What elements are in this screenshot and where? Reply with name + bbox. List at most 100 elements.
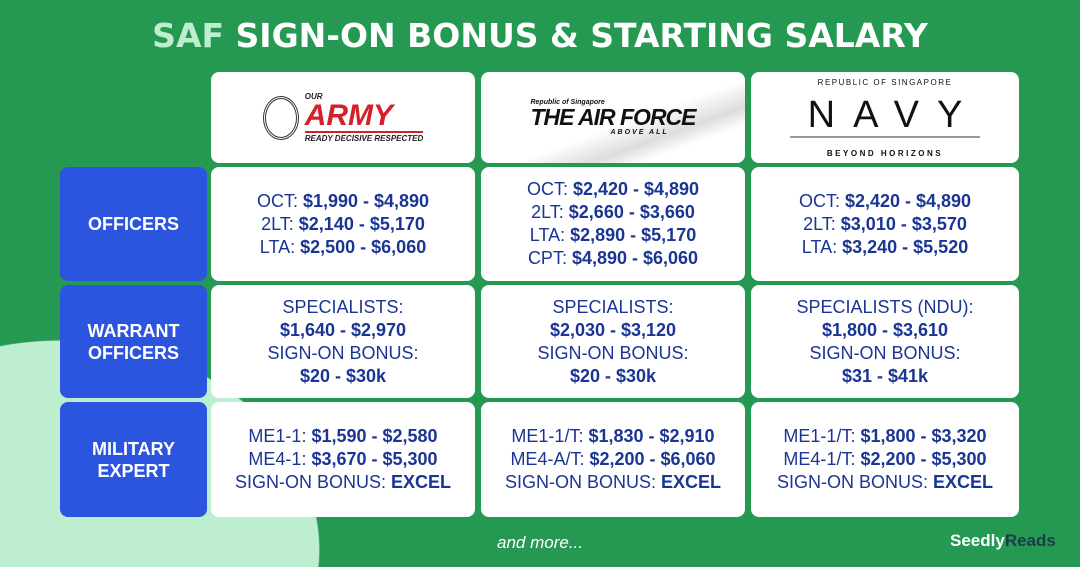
line-label: ME4-A/T: bbox=[510, 449, 590, 469]
line-value: EXCEL bbox=[933, 472, 994, 492]
salary-cell: ME1-1: $1,590 - $2,580 ME4-1: $3,670 - $5… bbox=[211, 402, 475, 517]
line-value: $20 - $30k bbox=[569, 365, 657, 386]
line-value: $1,590 - $2,580 bbox=[311, 426, 438, 446]
salary-line: SPECIALISTS (NDU): bbox=[796, 296, 973, 319]
salary-cell: OCT: $1,990 - $4,890 2LT: $2,140 - $5,170… bbox=[211, 167, 475, 281]
salary-line: $31 - $41k bbox=[842, 365, 928, 388]
salary-line: ME1-1/T: $1,830 - $2,910 bbox=[511, 425, 714, 448]
line-value: $31 - $41k bbox=[841, 365, 929, 386]
line-label: LTA: bbox=[259, 236, 301, 257]
salary-cell: SPECIALISTS: $1,640 - $2,970 SIGN-ON BONUS… bbox=[211, 285, 475, 398]
salary-line: LTA: $2,500 - $6,060 bbox=[260, 236, 426, 259]
line-label: 2LT: bbox=[803, 213, 841, 234]
line-value: $2,030 - $3,120 bbox=[549, 319, 677, 340]
salary-line: $20 - $30k bbox=[300, 365, 386, 388]
line-value: $3,240 - $5,520 bbox=[842, 236, 969, 257]
and-more-text: and more... bbox=[497, 533, 583, 552]
salary-line: SIGN-ON BONUS: EXCEL bbox=[235, 471, 451, 494]
salary-line: $20 - $30k bbox=[570, 365, 656, 388]
line-label: SIGN-ON BONUS: bbox=[809, 342, 961, 363]
line-label: 2LT: bbox=[261, 213, 299, 234]
line-value: $2,500 - $6,060 bbox=[300, 236, 427, 257]
line-value: $1,830 - $2,910 bbox=[588, 426, 715, 446]
line-value: $3,670 - $5,300 bbox=[311, 449, 438, 469]
salary-line: OCT: $1,990 - $4,890 bbox=[257, 190, 429, 213]
line-label: SIGN-ON BONUS: bbox=[234, 472, 391, 492]
line-value: $3,010 - $3,570 bbox=[840, 213, 967, 234]
line-value: $2,420 - $4,890 bbox=[844, 190, 972, 211]
salary-line: ME4-1/T: $2,200 - $5,300 bbox=[783, 448, 986, 471]
line-value: EXCEL bbox=[391, 472, 452, 492]
line-label: LTA: bbox=[529, 225, 571, 245]
salary-line: SIGN-ON BONUS: EXCEL bbox=[505, 471, 721, 494]
airforce-logo: Republic of Singapore THE AIR FORCE ABOV… bbox=[481, 72, 745, 163]
line-label: LTA: bbox=[801, 236, 843, 257]
line-value: EXCEL bbox=[661, 472, 722, 492]
salary-cell: ME1-1/T: $1,800 - $3,320 ME4-1/T: $2,200 … bbox=[751, 402, 1019, 517]
line-label: SPECIALISTS: bbox=[282, 296, 404, 317]
row-label: OFFICERS bbox=[60, 167, 207, 281]
seedly-reads-logo: SeedlyReads bbox=[950, 531, 1056, 550]
line-value: $2,200 - $5,300 bbox=[860, 449, 987, 469]
line-label: OCT: bbox=[256, 190, 303, 211]
salary-line: SIGN-ON BONUS: EXCEL bbox=[777, 471, 993, 494]
line-label: OCT: bbox=[798, 190, 845, 211]
line-label: ME1-1: bbox=[248, 426, 312, 446]
line-value: $2,200 - $6,060 bbox=[589, 449, 716, 469]
line-label: SIGN-ON BONUS: bbox=[267, 342, 419, 363]
line-label: SIGN-ON BONUS: bbox=[504, 472, 661, 492]
salary-line: $1,800 - $3,610 bbox=[822, 319, 948, 342]
salary-cell: OCT: $2,420 - $4,890 2LT: $3,010 - $3,570… bbox=[751, 167, 1019, 281]
salary-line: LTA: $3,240 - $5,520 bbox=[802, 236, 968, 259]
salary-line: SPECIALISTS: bbox=[282, 296, 403, 319]
salary-line: OCT: $2,420 - $4,890 bbox=[527, 178, 699, 201]
salary-cell: SPECIALISTS: $2,030 - $3,120 SIGN-ON BONUS… bbox=[481, 285, 745, 398]
line-label: SPECIALISTS (NDU): bbox=[796, 296, 974, 317]
line-label: OCT: bbox=[526, 179, 573, 199]
salary-line: SIGN-ON BONUS: bbox=[809, 342, 960, 365]
salary-line: SIGN-ON BONUS: bbox=[267, 342, 418, 365]
army-crest-icon bbox=[262, 95, 299, 140]
line-value: $2,890 - $5,170 bbox=[570, 225, 697, 245]
line-value: $2,140 - $5,170 bbox=[298, 213, 425, 234]
salary-line: ME4-A/T: $2,200 - $6,060 bbox=[510, 448, 715, 471]
line-label: CPT: bbox=[527, 248, 572, 268]
salary-cell: SPECIALISTS (NDU): $1,800 - $3,610 SIGN-ON… bbox=[751, 285, 1019, 398]
line-label: SIGN-ON BONUS: bbox=[537, 342, 689, 363]
salary-line: ME1-1/T: $1,800 - $3,320 bbox=[783, 425, 986, 448]
line-value: $20 - $30k bbox=[299, 365, 387, 386]
salary-cell: OCT: $2,420 - $4,890 2LT: $2,660 - $3,660… bbox=[481, 167, 745, 281]
salary-line: 2LT: $3,010 - $3,570 bbox=[803, 213, 967, 236]
salary-line: CPT: $4,890 - $6,060 bbox=[528, 247, 698, 270]
line-label: SPECIALISTS: bbox=[552, 296, 674, 317]
line-label: ME1-1/T: bbox=[783, 426, 861, 446]
row-label: WARRANT OFFICERS bbox=[60, 285, 207, 398]
line-value: $2,420 - $4,890 bbox=[572, 179, 700, 199]
line-label: 2LT: bbox=[531, 202, 569, 222]
salary-line: SIGN-ON BONUS: bbox=[537, 342, 688, 365]
page-title: SAF SIGN-ON BONUS & STARTING SALARY bbox=[152, 16, 928, 55]
salary-cell: ME1-1/T: $1,830 - $2,910 ME4-A/T: $2,200 … bbox=[481, 402, 745, 517]
salary-line: 2LT: $2,140 - $5,170 bbox=[261, 213, 425, 236]
salary-line: 2LT: $2,660 - $3,660 bbox=[531, 201, 695, 224]
salary-line: OCT: $2,420 - $4,890 bbox=[799, 190, 971, 213]
row-label: MILITARY EXPERT bbox=[60, 402, 207, 517]
salary-line: ME4-1: $3,670 - $5,300 bbox=[248, 448, 437, 471]
line-label: ME4-1/T: bbox=[783, 449, 861, 469]
line-value: $1,990 - $4,890 bbox=[302, 190, 430, 211]
salary-line: SPECIALISTS: bbox=[552, 296, 673, 319]
salary-line: LTA: $2,890 - $5,170 bbox=[530, 224, 696, 247]
navy-logo: REPUBLIC OF SINGAPORE NAVY BEYOND HORIZO… bbox=[751, 72, 1019, 163]
line-value: $1,800 - $3,320 bbox=[860, 426, 987, 446]
salary-line: $1,640 - $2,970 bbox=[280, 319, 406, 342]
line-value: $2,660 - $3,660 bbox=[568, 202, 695, 222]
salary-line: $2,030 - $3,120 bbox=[550, 319, 676, 342]
line-value: $1,800 - $3,610 bbox=[821, 319, 949, 340]
salary-line: ME1-1: $1,590 - $2,580 bbox=[248, 425, 437, 448]
line-label: ME4-1: bbox=[248, 449, 312, 469]
line-label: ME1-1/T: bbox=[511, 426, 589, 446]
line-value: $4,890 - $6,060 bbox=[571, 248, 699, 268]
line-label: SIGN-ON BONUS: bbox=[776, 472, 933, 492]
line-value: $1,640 - $2,970 bbox=[279, 319, 407, 340]
army-logo: OUR ARMY READY DECISIVE RESPECTED bbox=[211, 72, 475, 163]
